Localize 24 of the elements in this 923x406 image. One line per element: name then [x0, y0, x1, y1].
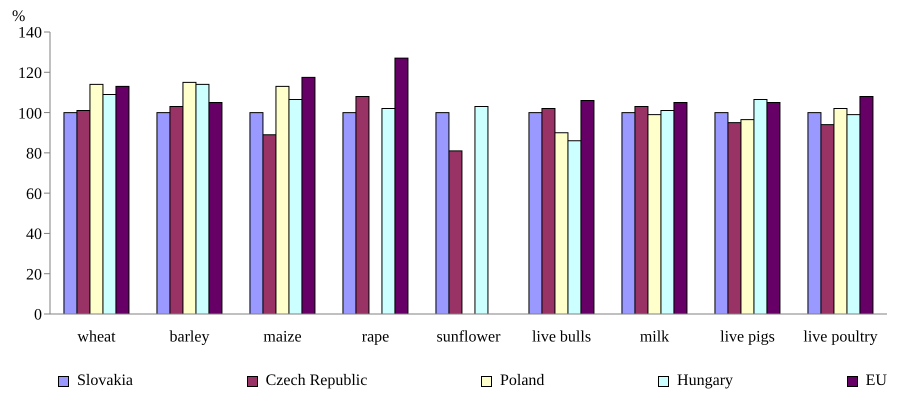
y-tick-label: 120 — [18, 64, 42, 82]
x-tick-label: barley — [170, 328, 210, 346]
y-tick-label: 60 — [26, 186, 42, 203]
y-tick-label: 0 — [34, 306, 42, 324]
y-tick-label: 80 — [26, 146, 42, 163]
x-tick-label: wheat — [77, 328, 116, 346]
x-tick-label: milk — [640, 328, 670, 346]
legend-label: Poland — [500, 372, 544, 390]
x-tick-label: maize — [263, 328, 302, 346]
legend-label: Slovakia — [77, 372, 133, 390]
x-tick-label: live pigs — [720, 328, 775, 346]
x-tick-label: sunflower — [436, 328, 502, 346]
legend-label: Czech Republic — [266, 372, 368, 390]
y-tick-label: 140 — [18, 24, 42, 42]
y-tick-label: 100 — [18, 105, 42, 122]
x-tick-label: live bulls — [532, 328, 592, 346]
legend-label: EU — [866, 372, 887, 390]
x-tick-label: live poultry — [803, 328, 878, 346]
legend-label: Hungary — [677, 372, 734, 390]
y-axis-title: % — [12, 8, 26, 26]
y-tick-label: 40 — [26, 226, 42, 244]
y-tick-label: 20 — [26, 266, 42, 284]
x-tick-label: rape — [362, 328, 390, 346]
bar — [474, 106, 488, 314]
